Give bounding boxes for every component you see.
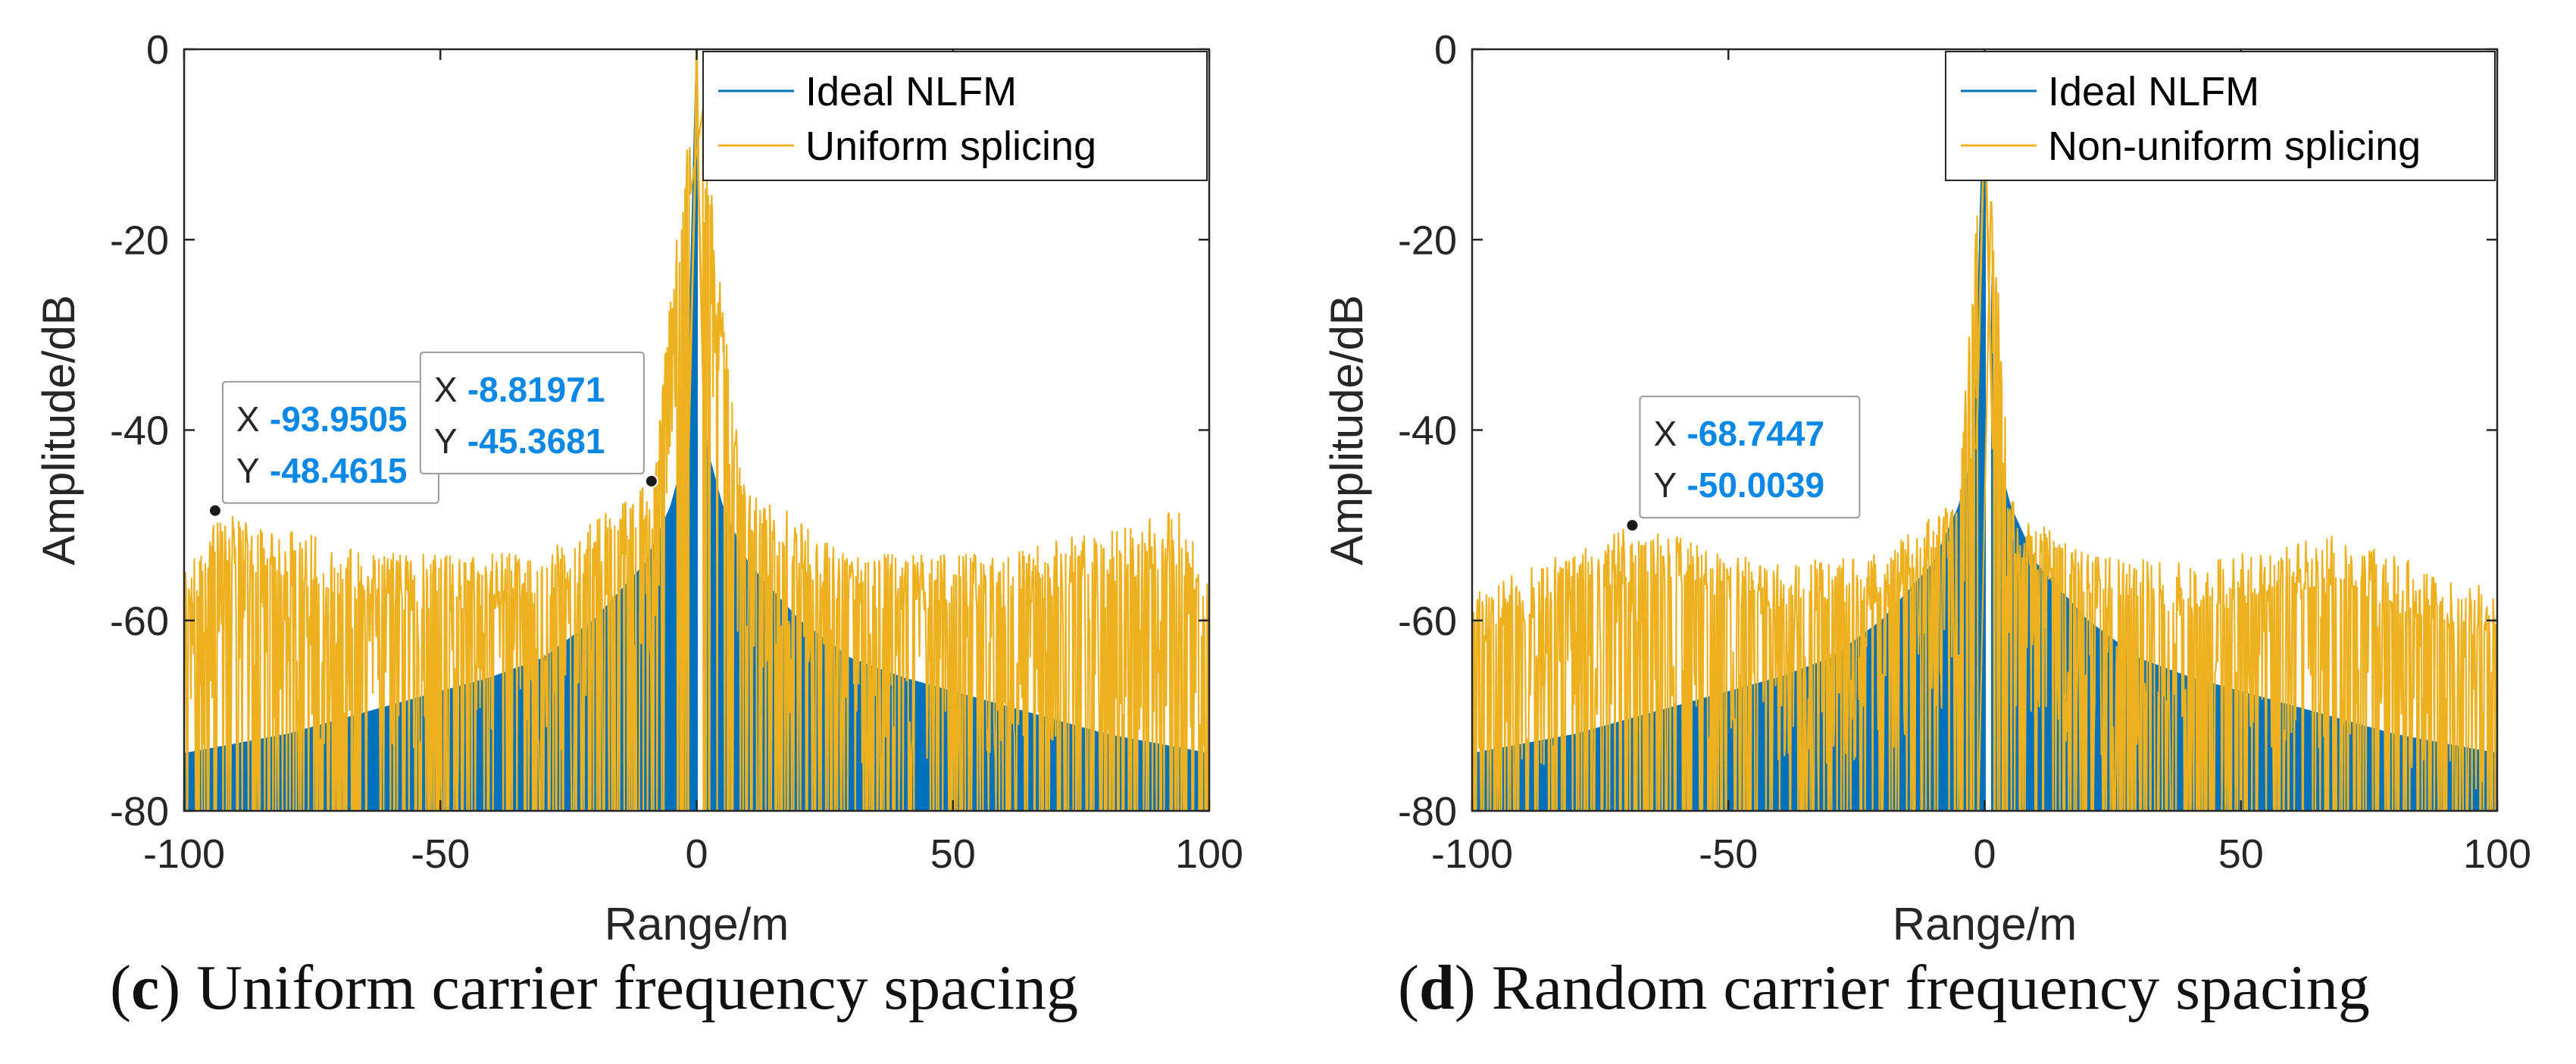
x-tick-label: -50: [411, 831, 470, 877]
y-tick-label: 0: [1434, 27, 1457, 73]
caption-d: (d) Random carrier frequency spacing: [1398, 953, 2370, 1023]
axis-ticks: -100 -50 0 50 100 0 -20 -40 -60 -80: [1398, 27, 2531, 877]
caption-c: (c) Uniform carrier frequency spacing: [110, 953, 1079, 1023]
datatip: X -68.7447 Y -50.0039: [1625, 396, 1861, 533]
datatip-y-label: Y: [434, 421, 458, 461]
y-tick-label: -60: [1398, 599, 1457, 644]
y-tick-label: -60: [110, 599, 169, 644]
legend-entry: Non-uniform splicing: [2048, 124, 2421, 169]
caption-c-letter: c: [130, 953, 160, 1023]
x-tick-label: 50: [2218, 831, 2264, 877]
legend-entry: Ideal NLFM: [805, 69, 1017, 114]
x-tick-label: 100: [2463, 831, 2531, 877]
chart-panel-d: -100 -50 0 50 100 0 -20 -40 -60 -80 Range/m Amplitu…: [1321, 27, 2531, 950]
datatip-y-value: -50.0039: [1687, 465, 1824, 505]
legend: Ideal NLFM Uniform splicing: [702, 51, 1208, 181]
caption-d-letter: d: [1418, 953, 1455, 1023]
y-tick-label: -20: [110, 217, 169, 263]
datatip-x-label: X: [434, 370, 458, 409]
caption-d-text: Random carrier frequency spacing: [1475, 953, 2370, 1023]
x-tick-label: -100: [143, 831, 225, 877]
legend: Ideal NLFM Non-uniform splicing: [1945, 51, 2496, 181]
datatip-marker: [644, 474, 658, 488]
x-tick-label: -50: [1699, 831, 1758, 877]
y-tick-label: -40: [110, 408, 169, 454]
datatip-x-value: -93.9505: [270, 399, 408, 439]
x-axis-label: Range/m: [1893, 899, 2077, 950]
legend-box: [1945, 51, 2496, 181]
datatip-x-label: X: [236, 399, 260, 439]
x-tick-label: 0: [1973, 831, 1996, 877]
legend-box: [702, 51, 1208, 181]
y-tick-label: -40: [1398, 408, 1457, 454]
axis-ticks: -100 -50 0 50 100 0 -20 -40 -60 -80: [110, 27, 1243, 877]
y-axis-label: Amplitude/dB: [33, 295, 84, 565]
x-tick-label: -100: [1431, 831, 1513, 877]
datatip-x-value: -68.7447: [1687, 414, 1824, 453]
datatip-y-value: -45.3681: [467, 421, 605, 461]
x-tick-label: 100: [1175, 831, 1243, 877]
y-tick-label: -80: [1398, 789, 1457, 834]
y-tick-label: 0: [146, 27, 169, 73]
y-tick-label: -20: [1398, 217, 1457, 263]
y-tick-label: -80: [110, 789, 169, 834]
caption-c-text: Uniform carrier frequency spacing: [180, 953, 1079, 1023]
datatip-x-label: X: [1653, 414, 1677, 453]
x-tick-label: 0: [685, 831, 708, 877]
legend-entry: Uniform splicing: [805, 124, 1096, 169]
x-axis-label: Range/m: [605, 899, 789, 950]
datatip-marker: [1625, 518, 1640, 533]
chart-panel-c: -100 -50 0 50 100 0 -20 -40 -60 -80 Range/m Amplitu…: [33, 27, 1243, 950]
datatip-box: [419, 351, 645, 474]
y-axis-label: Amplitude/dB: [1321, 295, 1372, 565]
datatip: X -93.9505 Y -48.4615: [208, 380, 439, 518]
datatip-x-value: -8.81971: [467, 370, 605, 409]
datatip-y-value: -48.4615: [270, 451, 408, 490]
legend-entry: Ideal NLFM: [2048, 69, 2259, 114]
datatip-box: [1639, 396, 1861, 519]
datatip-y-label: Y: [1653, 465, 1677, 505]
x-tick-label: 50: [930, 831, 976, 877]
datatip-y-label: Y: [236, 451, 260, 490]
datatip-marker: [208, 503, 222, 518]
